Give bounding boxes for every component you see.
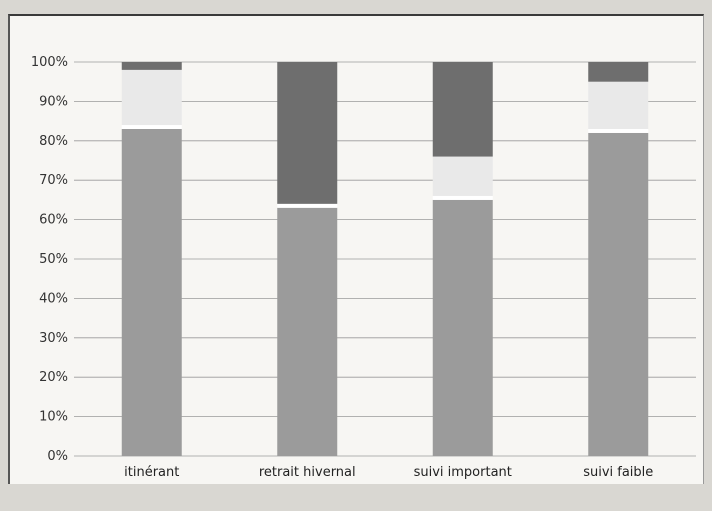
y-tick-label: 40%: [39, 291, 68, 306]
bar-segment: [588, 62, 649, 82]
bar-segment: [277, 62, 338, 204]
y-tick-label: 60%: [39, 213, 68, 228]
bar-segment: [588, 81, 649, 129]
x-tick-label: suivi faible: [583, 465, 653, 480]
bar-segment: [121, 125, 182, 129]
bar-segment: [277, 207, 338, 456]
x-tick-label: retrait hivernal: [259, 465, 356, 480]
y-tick-label: 100%: [31, 55, 68, 70]
bar-segment: [121, 62, 182, 70]
stacked-bar-chart: 0% 10% 20% 30% 40% 50% 60% 70% 80% 90% 100% itinér…: [31, 55, 696, 480]
y-tick-label: 70%: [39, 173, 68, 188]
bar-segment: [121, 69, 182, 126]
y-tick-label: 80%: [39, 134, 68, 149]
x-tick-label: suivi important: [414, 465, 512, 480]
y-tick-label: 0%: [47, 449, 68, 464]
bar-segment: [588, 132, 649, 457]
bar-segment: [432, 199, 493, 456]
bar-segment: [432, 156, 493, 196]
x-axis: itinérant retrait hivernal suivi important…: [124, 465, 653, 480]
bar-segment: [277, 203, 338, 208]
y-tick-label: 10%: [39, 410, 68, 425]
x-tick-label: itinérant: [124, 465, 179, 480]
chart-frame: 0% 10% 20% 30% 40% 50% 60% 70% 80% 90% 100% itinér…: [8, 14, 704, 484]
y-tick-label: 20%: [39, 370, 68, 385]
bars: [121, 62, 649, 457]
bar-segment: [121, 128, 182, 456]
y-tick-label: 50%: [39, 252, 68, 267]
bar-segment: [588, 128, 649, 133]
y-axis: 0% 10% 20% 30% 40% 50% 60% 70% 80% 90% 100%: [31, 55, 68, 464]
y-tick-label: 90%: [39, 94, 68, 109]
bar-segment: [432, 62, 493, 157]
y-tick-label: 30%: [39, 331, 68, 346]
bar-segment: [432, 195, 493, 200]
